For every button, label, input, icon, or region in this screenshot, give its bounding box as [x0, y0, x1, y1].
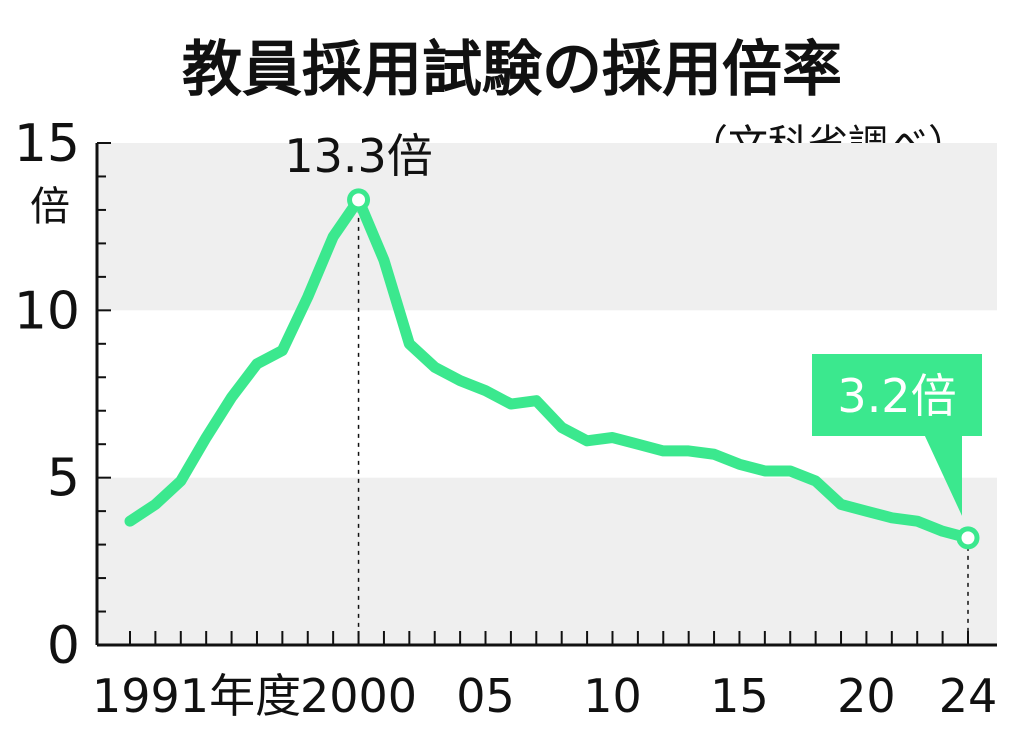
series-group — [124, 194, 974, 544]
series-line — [124, 194, 974, 544]
x-tick-label: 1991年度 — [92, 669, 301, 723]
y-tick-label: 10 — [14, 281, 80, 341]
annotations: 13.3倍 3.2倍 — [284, 129, 982, 550]
callout-box — [812, 354, 982, 436]
chart-title: 教員採用試験の採用倍率 — [182, 35, 842, 105]
marker-circle — [347, 188, 371, 212]
band-0 — [97, 477, 997, 645]
y-tick-label: 5 — [47, 449, 80, 509]
callout-pointer — [924, 434, 962, 516]
y-tick-labels: 0 5 10 15 — [14, 114, 80, 676]
peak-label: 13.3倍 — [284, 129, 432, 183]
y-unit-label: 倍 — [30, 184, 70, 230]
x-tick-label: 10 — [583, 669, 642, 723]
x-tick-label: 15 — [710, 669, 769, 723]
callout-label: 3.2倍 — [837, 369, 956, 423]
x-tick-label: 05 — [456, 669, 515, 723]
x-tick-label: 24 — [939, 669, 998, 723]
guide-lines — [357, 199, 969, 645]
axes — [95, 142, 997, 647]
x-tick-label: 2000 — [300, 669, 417, 723]
band-1 — [97, 143, 997, 311]
x-tick-label: 20 — [837, 669, 896, 723]
y-tick-label: 0 — [47, 616, 80, 676]
y-tick-label: 15 — [14, 114, 80, 174]
marker-circle — [956, 526, 980, 550]
